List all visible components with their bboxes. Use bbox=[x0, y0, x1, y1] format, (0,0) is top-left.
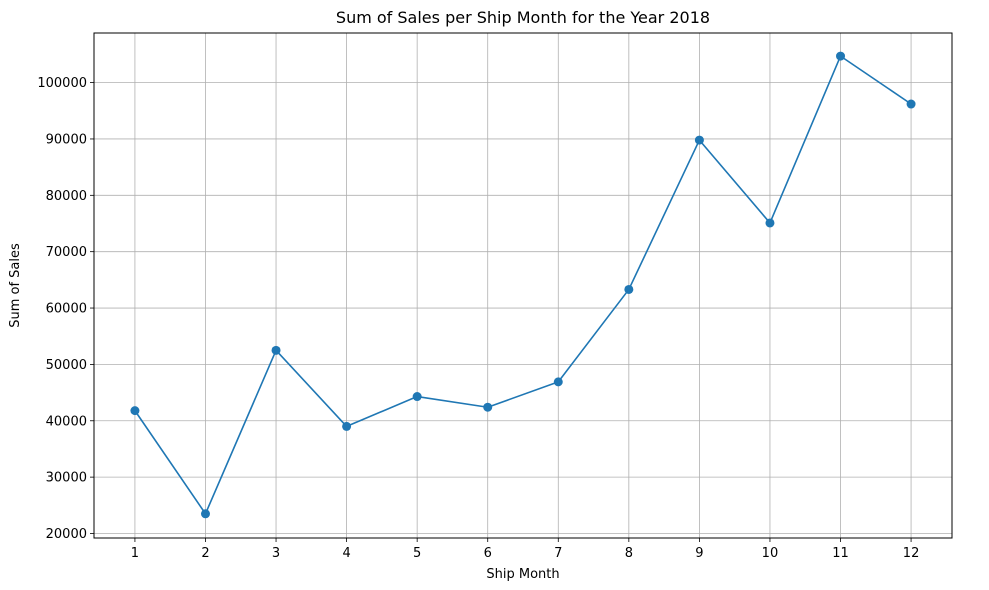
data-point bbox=[765, 218, 775, 228]
y-axis-ticks: 20000 30000 40000 50000 60000 70000 80000 90000… bbox=[37, 76, 94, 542]
data-point bbox=[483, 402, 493, 412]
x-tick-label: 6 bbox=[484, 546, 492, 561]
y-tick-label: 20000 bbox=[46, 527, 87, 542]
chart-title: Sum of Sales per Ship Month for the Year… bbox=[336, 8, 710, 27]
x-tick-label: 10 bbox=[762, 546, 779, 561]
y-tick-label: 50000 bbox=[46, 358, 87, 373]
y-tick-label: 100000 bbox=[37, 76, 87, 91]
data-point bbox=[200, 509, 210, 519]
x-axis-label: Ship Month bbox=[486, 567, 559, 582]
data-point bbox=[271, 345, 281, 355]
x-tick-label: 9 bbox=[695, 546, 703, 561]
series-line bbox=[134, 55, 912, 515]
y-tick-label: 60000 bbox=[46, 302, 87, 317]
x-tick-label: 2 bbox=[201, 546, 209, 561]
x-axis-ticks: 1 2 3 4 5 6 7 8 9 10 11 12 bbox=[131, 538, 920, 561]
y-tick-label: 40000 bbox=[46, 414, 87, 429]
data-point bbox=[906, 99, 916, 109]
y-tick-label: 90000 bbox=[46, 132, 87, 147]
grid-lines bbox=[94, 33, 952, 538]
plot-frame bbox=[93, 32, 953, 539]
data-point bbox=[412, 392, 422, 402]
x-tick-label: 8 bbox=[625, 546, 633, 561]
data-point bbox=[624, 284, 634, 294]
data-point bbox=[553, 377, 563, 387]
x-tick-label: 12 bbox=[903, 546, 920, 561]
data-point bbox=[342, 421, 352, 431]
x-tick-label: 1 bbox=[131, 546, 139, 561]
y-axis-label: Sum of Sales bbox=[8, 243, 23, 328]
data-series bbox=[130, 51, 916, 519]
data-point bbox=[694, 135, 704, 145]
x-tick-label: 7 bbox=[554, 546, 562, 561]
x-tick-label: 11 bbox=[832, 546, 849, 561]
x-tick-label: 3 bbox=[272, 546, 280, 561]
y-tick-label: 30000 bbox=[46, 471, 87, 486]
x-tick-label: 4 bbox=[342, 546, 350, 561]
data-point bbox=[836, 51, 846, 61]
y-tick-label: 70000 bbox=[46, 245, 87, 260]
x-tick-label: 5 bbox=[413, 546, 421, 561]
y-tick-label: 80000 bbox=[46, 189, 87, 204]
data-point bbox=[130, 406, 140, 416]
